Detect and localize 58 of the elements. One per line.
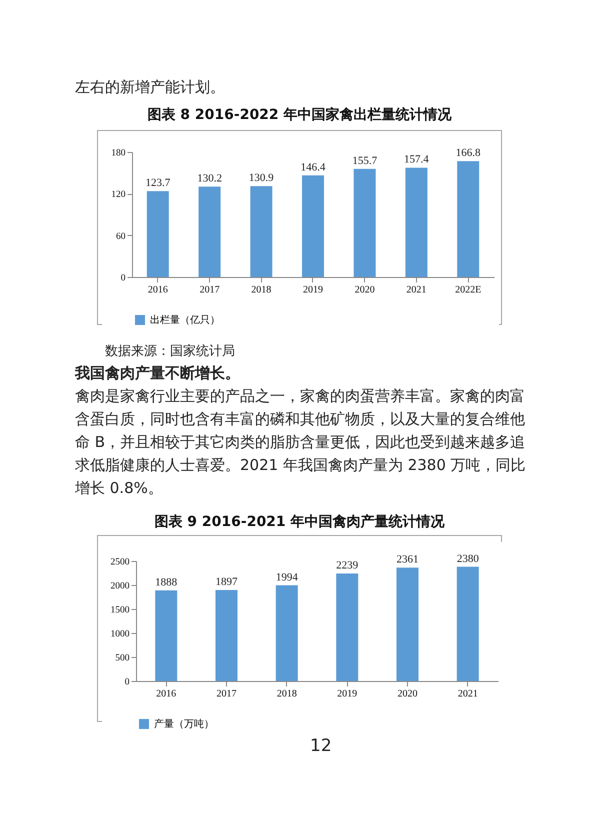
text: 我国禽肉产量不断增长。 xyxy=(75,363,241,384)
y-tick-label: 0 xyxy=(120,274,126,284)
data-label: 123.7 xyxy=(145,177,171,190)
x-tick-label: 2022E xyxy=(455,284,482,296)
bar xyxy=(302,175,324,277)
y-tick-label: 60 xyxy=(116,232,126,242)
data-label: 2239 xyxy=(336,560,359,572)
data-label: 2380 xyxy=(456,552,480,565)
bar xyxy=(198,186,221,277)
text: 12 xyxy=(310,736,332,756)
bar xyxy=(457,161,480,277)
data-label: 1897 xyxy=(216,576,238,588)
bar xyxy=(276,585,298,681)
x-tick-label: 2017 xyxy=(216,688,236,700)
source-note: 数据来源：国家统计局 xyxy=(105,344,235,359)
x-tick-label: 2016 xyxy=(148,284,168,296)
legend-label: 出栏量（亿只） xyxy=(150,314,220,326)
x-tick-label: 2017 xyxy=(200,284,220,296)
bar xyxy=(354,168,376,277)
bar xyxy=(456,566,479,681)
y-tick-label: 1500 xyxy=(110,606,130,616)
x-tick-label: 2021 xyxy=(406,284,426,296)
chart-title: 图表 8 2016-2022 年中国家禽出栏量统计情况 xyxy=(146,106,453,124)
y-tick-label: 2000 xyxy=(110,582,130,592)
x-tick-label: 2018 xyxy=(276,688,297,700)
data-label: 157.4 xyxy=(404,154,430,166)
legend-label: 产量（万吨） xyxy=(154,718,214,730)
y-tick-label: 180 xyxy=(111,148,126,158)
data-label: 146.4 xyxy=(300,161,326,174)
data-label: 130.9 xyxy=(248,172,274,184)
data-label: 130.2 xyxy=(197,172,222,185)
y-tick-label: 2500 xyxy=(110,558,130,568)
x-tick-label: 2018 xyxy=(251,284,272,296)
bar xyxy=(396,568,418,681)
data-label: 1994 xyxy=(276,571,298,584)
bar xyxy=(336,574,358,681)
bar xyxy=(146,191,169,277)
x-tick-label: 2019 xyxy=(303,284,323,296)
bar xyxy=(216,590,238,681)
x-tick-label: 2021 xyxy=(458,688,478,700)
data-label: 166.8 xyxy=(456,147,482,160)
y-tick-label: 120 xyxy=(111,190,126,200)
x-tick-label: 2020 xyxy=(354,284,375,296)
y-tick-label: 1000 xyxy=(110,630,130,640)
bar xyxy=(250,186,272,277)
x-tick-label: 2016 xyxy=(156,688,176,700)
bar xyxy=(155,590,178,681)
data-label: 2361 xyxy=(396,554,418,566)
x-tick-label: 2020 xyxy=(398,688,418,700)
data-label: 1888 xyxy=(155,576,178,588)
bar xyxy=(405,168,428,277)
y-tick-label: 500 xyxy=(115,654,130,664)
chart-title: 图表 9 2016-2021 年中国禽肉产量统计情况 xyxy=(153,513,446,531)
y-tick-label: 0 xyxy=(124,678,130,688)
data-label: 155.7 xyxy=(352,154,378,167)
text: 禽肉是家禽行业主要的产品之一，家禽的肉蛋营养丰富。家禽的肉富含蛋白质，同时也含有丰富的磷和其他矿物质，以及大量的复合维他命 B，并且相较于其它肉类的脂肪含量更低，因此也受到越来越多追求低脂健康的人士喜爱。2021 年我国禽肉产量为 2380 万吨，同比增长 0.8%。 xyxy=(75,387,526,497)
x-tick-label: 2019 xyxy=(337,688,358,700)
text: 左右的新增产能计划。 xyxy=(75,78,225,96)
